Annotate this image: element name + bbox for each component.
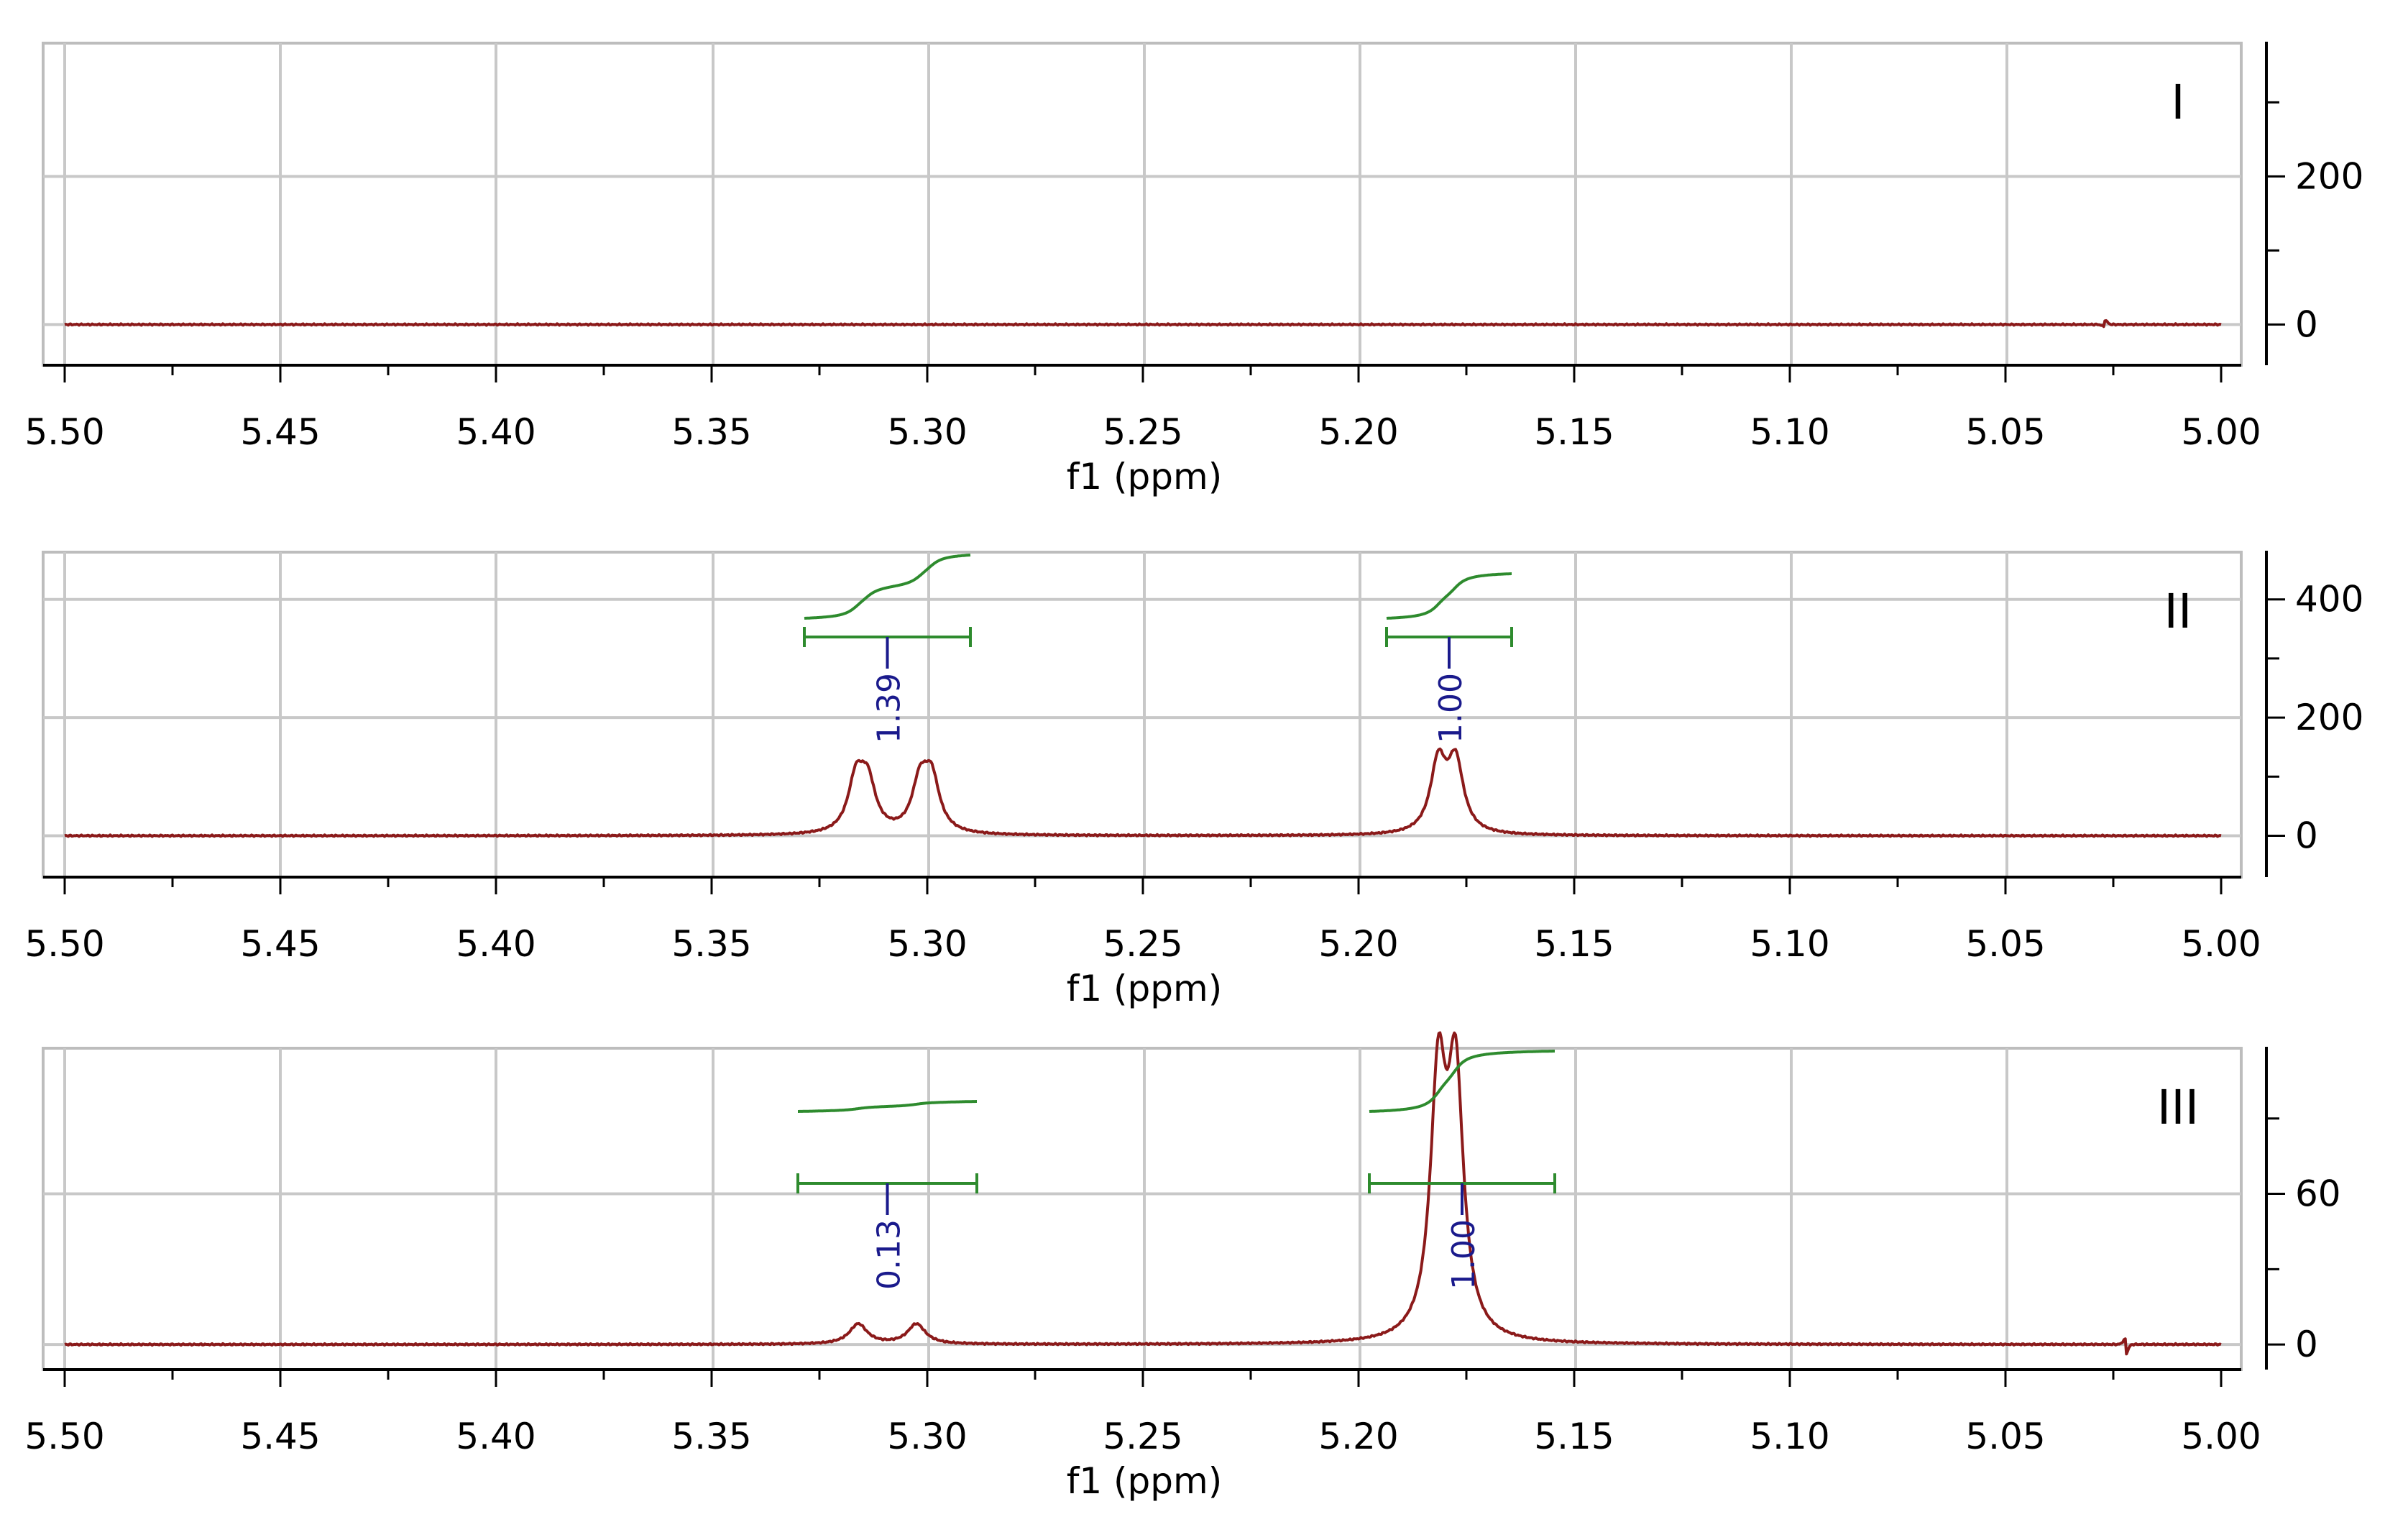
- x-tick-label: 5.00: [2181, 1416, 2261, 1457]
- y-tick-label: 0: [2295, 1324, 2318, 1365]
- panel-label: II: [2164, 584, 2192, 639]
- x-tick-label: 5.10: [1750, 411, 1829, 453]
- y-tick-label: 0: [2295, 303, 2318, 345]
- x-tick-label: 5.50: [24, 923, 104, 965]
- x-tick-label: 5.50: [24, 1416, 104, 1457]
- integral-curve: [804, 554, 971, 620]
- x-tick-label: 5.40: [456, 411, 536, 453]
- x-tick-label: 5.15: [1534, 1416, 1614, 1457]
- spectrum-panel-3: 60 0 5.50 5.45 5.40 5.35 5.30 5.25 5.20 5.15 5.10 5…: [24, 1031, 2341, 1502]
- x-tick-label: 5.05: [1965, 923, 2045, 965]
- spectrum-panel-1: 200 0 5.50 5.45 5.40 5.35 5.30 5.25 5.20 5.15 5.10…: [24, 42, 2363, 498]
- panel-label: III: [2157, 1080, 2199, 1135]
- integral-curve: [1369, 1050, 1555, 1113]
- x-tick-label: 5.20: [1318, 923, 1398, 965]
- x-tick-label: 5.45: [240, 923, 320, 965]
- x-tick-label: 5.35: [671, 923, 751, 965]
- integral-curve: [1386, 572, 1512, 620]
- plot-frame: [42, 42, 2243, 367]
- x-tick-label: 5.35: [671, 1416, 751, 1457]
- plot-frame: [42, 551, 2243, 879]
- x-tick-label: 5.25: [1103, 923, 1182, 965]
- x-tick-label: 5.05: [1965, 411, 2045, 453]
- x-tick-label: 5.20: [1318, 411, 1398, 453]
- y-tick-label: 400: [2295, 579, 2363, 620]
- x-tick-label: 5.15: [1534, 411, 1614, 453]
- x-tick-label: 5.10: [1750, 923, 1829, 965]
- x-tick-label: 5.25: [1103, 411, 1182, 453]
- x-tick-label: 5.00: [2181, 923, 2261, 965]
- y-tick-label: 200: [2295, 697, 2363, 738]
- x-axis-title: f1 (ppm): [1067, 968, 1223, 1009]
- x-tick-label: 5.35: [671, 411, 751, 453]
- spectrum-trace: [64, 1031, 2222, 1356]
- x-tick-label: 5.30: [887, 923, 967, 965]
- spectrum-trace: [64, 318, 2222, 329]
- integral-value-label: 1.00: [1446, 1219, 1482, 1290]
- integral-value-label: 0.13: [871, 1219, 908, 1290]
- integral-value-label: 1.00: [1433, 673, 1469, 743]
- x-tick-label: 5.10: [1750, 1416, 1829, 1457]
- y-tick-label: 60: [2295, 1173, 2341, 1215]
- x-tick-label: 5.30: [887, 1416, 967, 1457]
- x-tick-label: 5.40: [456, 1416, 536, 1457]
- plot-frame: [42, 1047, 2243, 1371]
- integral-curve: [798, 1100, 977, 1113]
- x-tick-label: 5.30: [887, 411, 967, 453]
- panel-label: I: [2171, 75, 2184, 130]
- x-axis-title: f1 (ppm): [1067, 1460, 1223, 1502]
- x-tick-label: 5.00: [2181, 411, 2261, 453]
- x-tick-label: 5.15: [1534, 923, 1614, 965]
- y-tick-label: 0: [2295, 815, 2318, 856]
- y-tick-label: 200: [2295, 155, 2363, 197]
- x-tick-label: 5.25: [1103, 1416, 1182, 1457]
- x-axis-title: f1 (ppm): [1067, 456, 1223, 498]
- x-tick-label: 5.45: [240, 411, 320, 453]
- x-tick-label: 5.50: [24, 411, 104, 453]
- x-tick-label: 5.45: [240, 1416, 320, 1457]
- x-tick-label: 5.40: [456, 923, 536, 965]
- spectrum-trace: [64, 747, 2222, 838]
- spectrum-panel-2: 400 200 0 5.50 5.45 5.40 5.35 5.30 5.25 5.20 5.15 5…: [24, 551, 2363, 1009]
- x-tick-label: 5.20: [1318, 1416, 1398, 1457]
- integral-value-label: 1.39: [871, 673, 908, 743]
- x-tick-label: 5.05: [1965, 1416, 2045, 1457]
